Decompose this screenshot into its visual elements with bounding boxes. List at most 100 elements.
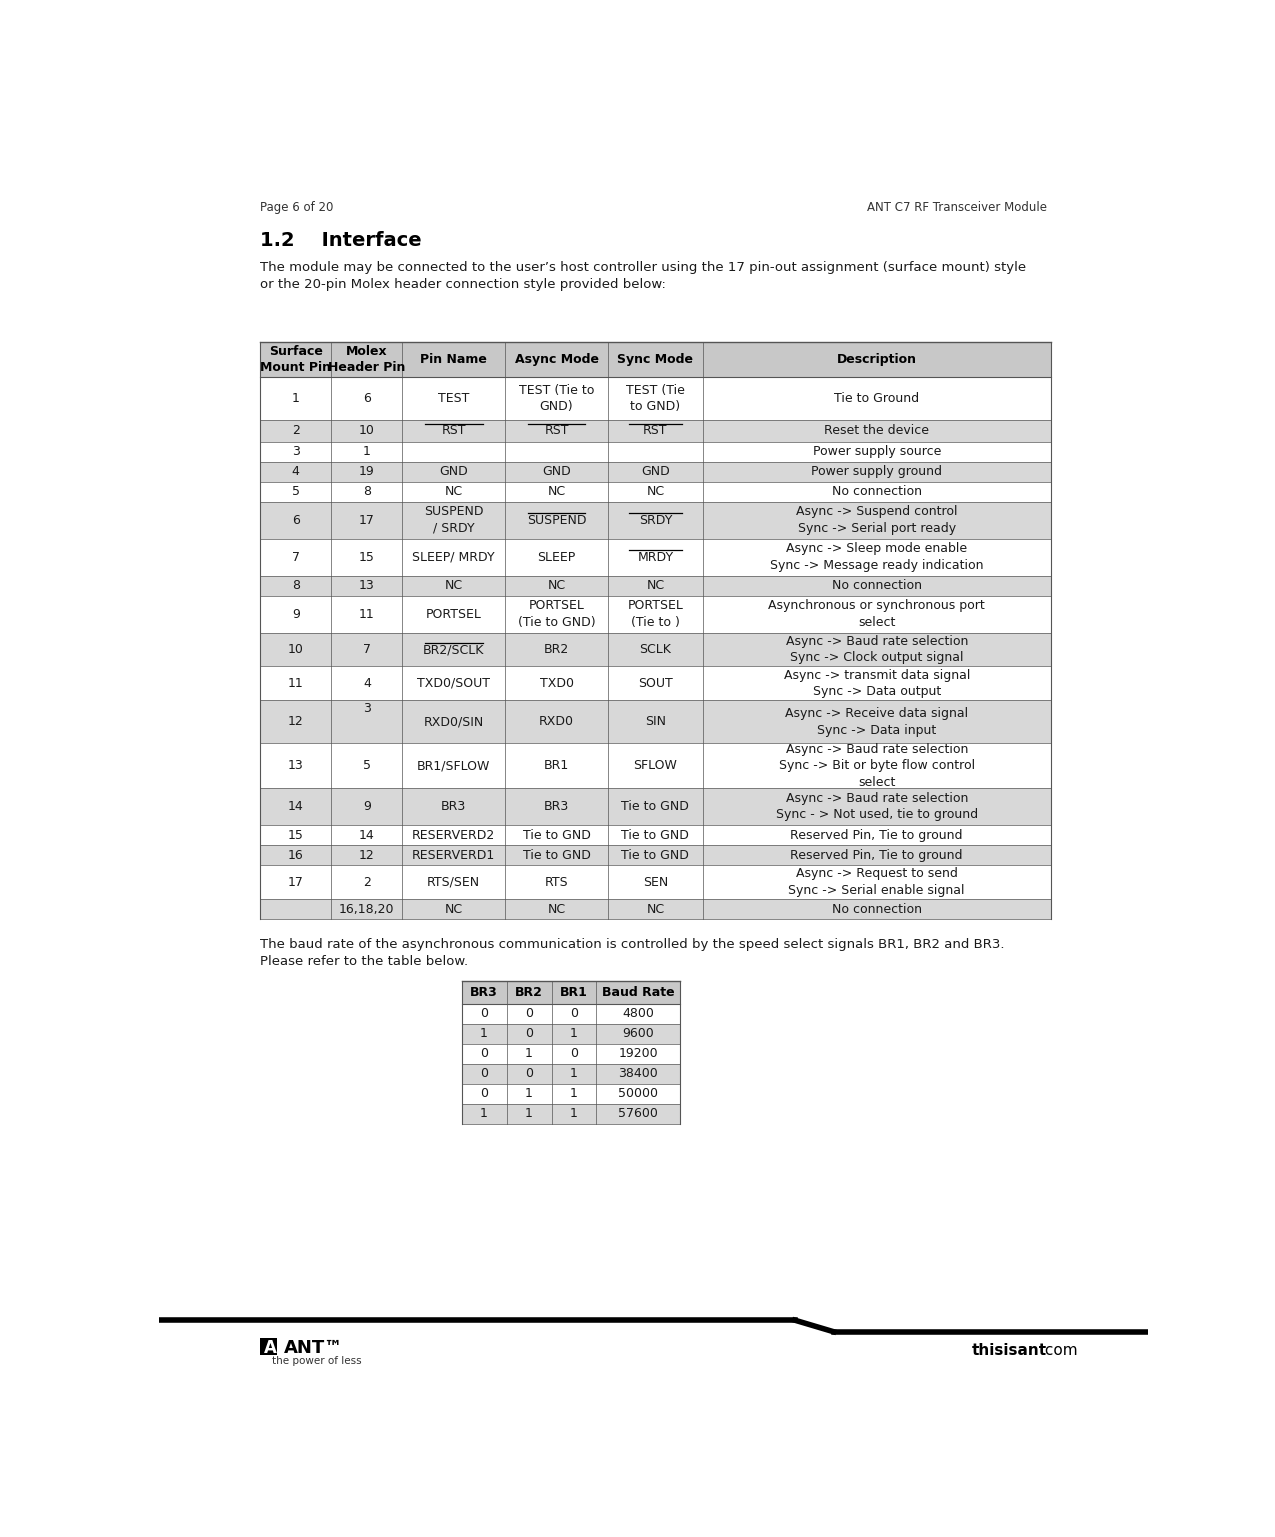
Bar: [260, 633, 1051, 667]
Text: Description: Description: [836, 354, 917, 366]
Text: NC: NC: [445, 902, 463, 916]
Text: Async -> Baud rate selection
Sync -> Clock output signal: Async -> Baud rate selection Sync -> Clo…: [785, 635, 968, 664]
Text: RTS/SEN: RTS/SEN: [427, 876, 481, 888]
Text: TEST (Tie
to GND): TEST (Tie to GND): [626, 384, 685, 413]
Text: BR3: BR3: [544, 801, 569, 813]
Text: RST: RST: [544, 424, 569, 438]
Text: RTS: RTS: [544, 876, 569, 888]
Text: TXD0/SOUT: TXD0/SOUT: [417, 676, 491, 690]
Text: 10: 10: [358, 424, 375, 438]
Text: 4: 4: [292, 466, 300, 478]
Text: RXD0: RXD0: [539, 715, 574, 729]
Text: SUSPEND
/ SRDY: SUSPEND / SRDY: [425, 506, 483, 535]
Text: SCLK: SCLK: [640, 642, 672, 656]
Bar: [260, 575, 1051, 596]
Text: ANT C7 RF Transceiver Module: ANT C7 RF Transceiver Module: [867, 201, 1047, 214]
Bar: [260, 596, 1051, 633]
Text: SFLOW: SFLOW: [634, 759, 677, 772]
Bar: [260, 899, 1051, 919]
Text: 2: 2: [292, 424, 300, 438]
Text: No connection: No connection: [831, 486, 922, 498]
Text: BR2: BR2: [544, 642, 569, 656]
Text: NC: NC: [646, 902, 664, 916]
Text: SLEEP: SLEEP: [538, 550, 576, 564]
Text: 1: 1: [525, 1107, 533, 1120]
Text: 14: 14: [288, 801, 303, 813]
Text: 0: 0: [481, 1087, 488, 1100]
Text: thisisant: thisisant: [972, 1343, 1047, 1359]
Bar: [462, 1084, 680, 1104]
Text: Page 6 of 20: Page 6 of 20: [260, 201, 334, 214]
Text: 16: 16: [288, 848, 303, 862]
Text: Sync Mode: Sync Mode: [617, 354, 694, 366]
Text: GND: GND: [641, 466, 669, 478]
Text: Baud Rate: Baud Rate: [602, 985, 674, 999]
Text: A: A: [264, 1339, 277, 1357]
Text: 9: 9: [363, 801, 371, 813]
Text: RST: RST: [441, 424, 467, 438]
Text: RESERVERD2: RESERVERD2: [412, 828, 496, 842]
Text: Async -> Receive data signal
Sync -> Data input: Async -> Receive data signal Sync -> Dat…: [785, 707, 968, 736]
Text: SRDY: SRDY: [639, 513, 672, 527]
Text: 0: 0: [525, 1007, 533, 1021]
Text: TXD0: TXD0: [539, 676, 574, 690]
Text: SIN: SIN: [645, 715, 666, 729]
Text: Molex
Header Pin: Molex Header Pin: [328, 344, 405, 375]
Text: 0: 0: [525, 1027, 533, 1041]
Text: 1: 1: [292, 392, 300, 406]
Bar: [260, 343, 1051, 377]
Text: 1: 1: [570, 1107, 578, 1120]
Bar: [462, 981, 680, 1004]
Text: Async -> Suspend control
Sync -> Serial port ready: Async -> Suspend control Sync -> Serial …: [796, 506, 958, 535]
Bar: [462, 1064, 680, 1084]
Text: BR1/SFLOW: BR1/SFLOW: [417, 759, 491, 772]
Bar: [260, 501, 1051, 538]
Text: 6: 6: [292, 513, 300, 527]
Text: 5: 5: [292, 486, 300, 498]
Bar: [260, 538, 1051, 575]
Text: Tie to GND: Tie to GND: [621, 801, 690, 813]
Text: or the 20-pin Molex header connection style provided below:: or the 20-pin Molex header connection st…: [260, 278, 666, 292]
Text: 50000: 50000: [618, 1087, 658, 1100]
Text: Reset the device: Reset the device: [824, 424, 929, 438]
Text: Asynchronous or synchronous port
select: Asynchronous or synchronous port select: [769, 599, 986, 629]
Text: Tie to GND: Tie to GND: [621, 848, 690, 862]
Bar: [260, 461, 1051, 481]
Text: SEN: SEN: [643, 876, 668, 888]
Text: the power of less: the power of less: [272, 1356, 361, 1366]
Text: 17: 17: [358, 513, 375, 527]
Text: Power supply ground: Power supply ground: [811, 466, 942, 478]
Text: BR3: BR3: [441, 801, 467, 813]
Text: 10: 10: [288, 642, 303, 656]
Text: NC: NC: [445, 486, 463, 498]
Text: 38400: 38400: [618, 1067, 658, 1081]
Text: 0: 0: [570, 1047, 578, 1061]
Text: SOUT: SOUT: [638, 676, 673, 690]
Text: 8: 8: [292, 579, 300, 592]
Text: No connection: No connection: [831, 902, 922, 916]
Text: 8: 8: [363, 486, 371, 498]
Text: Async -> Request to send
Sync -> Serial enable signal: Async -> Request to send Sync -> Serial …: [788, 867, 965, 896]
Text: 1: 1: [570, 1067, 578, 1081]
Text: .com: .com: [1040, 1343, 1077, 1359]
Text: 0: 0: [481, 1007, 488, 1021]
Text: No connection: No connection: [831, 579, 922, 592]
Text: Reserved Pin, Tie to ground: Reserved Pin, Tie to ground: [790, 828, 963, 842]
Text: 1: 1: [570, 1027, 578, 1041]
Text: 1: 1: [525, 1087, 533, 1100]
Text: NC: NC: [646, 579, 664, 592]
Bar: [260, 865, 1051, 899]
Text: The module may be connected to the user’s host controller using the 17 pin-out a: The module may be connected to the user’…: [260, 261, 1026, 275]
Text: The baud rate of the asynchronous communication is controlled by the speed selec: The baud rate of the asynchronous commun…: [260, 938, 1005, 951]
Text: 2: 2: [363, 876, 371, 888]
Text: 11: 11: [360, 607, 375, 621]
Text: Async -> Baud rate selection
Sync -> Bit or byte flow control
select: Async -> Baud rate selection Sync -> Bit…: [779, 742, 975, 788]
Text: 1: 1: [481, 1107, 488, 1120]
Bar: [260, 825, 1051, 845]
Bar: [462, 1024, 680, 1044]
Text: 7: 7: [363, 642, 371, 656]
Text: Please refer to the table below.: Please refer to the table below.: [260, 954, 468, 968]
Text: 1: 1: [481, 1027, 488, 1041]
Bar: [260, 377, 1051, 420]
Text: 4: 4: [363, 676, 371, 690]
